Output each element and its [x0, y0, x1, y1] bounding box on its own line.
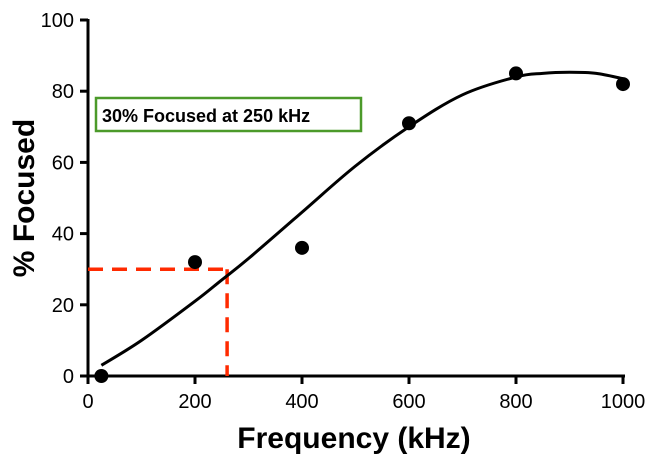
data-point-4: [509, 66, 523, 80]
x-axis-title: Frequency (kHz): [237, 422, 470, 454]
annotation-text: 30% Focused at 250 kHz: [102, 106, 310, 126]
plot-area: 0 200 400 600 800 1000 0 20 40 60 80 100: [41, 10, 646, 413]
annotation: 30% Focused at 250 kHz: [96, 98, 361, 131]
data-point-2: [295, 241, 309, 255]
y-tick-label-0: 0: [63, 366, 74, 388]
y-tick-label-100: 100: [41, 10, 74, 32]
data-point-1: [188, 255, 202, 269]
data-point-5: [616, 77, 630, 91]
data-point-3: [402, 116, 416, 130]
y-tick-label-20: 20: [52, 295, 74, 317]
x-tick-label-800: 800: [499, 391, 532, 413]
x-tick-label-600: 600: [392, 391, 425, 413]
y-axis-title: % Focused: [8, 119, 41, 277]
y-tick-label-40: 40: [52, 224, 74, 246]
data-point-0: [94, 369, 108, 383]
x-tick-label-400: 400: [285, 391, 318, 413]
x-tick-label-0: 0: [82, 391, 93, 413]
y-tick-label-60: 60: [52, 152, 74, 174]
x-tick-label-1000: 1000: [601, 391, 646, 413]
x-tick-label-200: 200: [178, 391, 211, 413]
y-tick-label-80: 80: [52, 81, 74, 103]
